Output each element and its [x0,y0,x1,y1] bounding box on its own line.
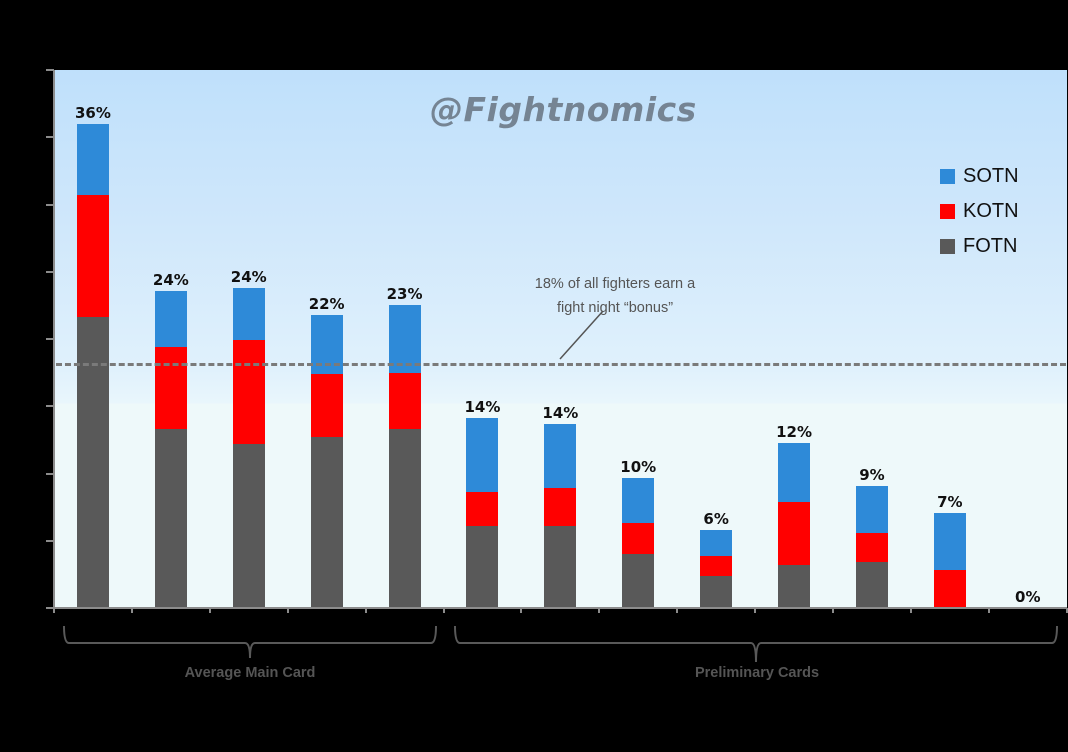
x-tick [754,608,757,613]
bar-segment-fotn [855,562,888,608]
bar-total-label: 14% [464,398,501,417]
bar-segment-fotn [700,575,733,608]
x-tick [364,608,367,613]
y-axis [53,70,55,609]
reference-line-18pct [56,363,1066,366]
bar-segment-fotn [622,554,655,608]
y-tick [46,203,54,206]
group-label-prelim-cards: Preliminary Cards [694,665,820,681]
y-tick [46,338,54,340]
bar-total-label: 23% [386,285,423,304]
x-tick [676,608,679,613]
y-tick [46,405,54,408]
x-tick [832,608,834,613]
bar-segment-kotn [855,532,888,563]
bar-segment-kotn [933,570,966,608]
y-tick [46,136,54,139]
bar-segment-fotn [388,429,421,608]
bar-segment-kotn [466,492,499,526]
bar-segment-sotn [76,123,109,196]
group-label-main-card: Average Main Card [184,665,316,681]
x-tick [53,608,55,613]
bar-segment-fotn [544,525,577,608]
annotation-line-2: fight night “bonus” [556,300,674,316]
annotation-line-1: 18% of all fighters earn a [534,276,696,292]
x-tick [130,608,133,613]
bar-segment-kotn [544,488,577,526]
y-tick [46,69,54,71]
bar-total-label: 22% [308,294,345,313]
bar-segment-kotn [622,523,655,555]
y-tick [46,472,54,475]
x-tick [442,608,445,613]
bar-total-label: 0% [1015,588,1041,606]
bar-segment-sotn [232,287,265,341]
bar-segment-fotn [466,525,499,608]
bar-segment-kotn [154,347,187,430]
bar-total-label: 10% [620,457,657,476]
bracket-prelim-cards [454,625,1058,663]
bar-total-label: 6% [703,509,729,528]
bar-segment-sotn [544,423,577,489]
bar-segment-fotn [154,429,187,608]
bar-segment-fotn [310,437,343,608]
bar-total-label: 12% [776,422,812,441]
watermark: @Fightnomics [430,90,697,129]
x-tick [987,608,990,613]
bar-total-label: 24% [152,270,189,289]
bar-segment-sotn [933,512,966,571]
bar-segment-sotn [855,485,888,533]
bar-segment-kotn [778,501,811,565]
x-tick [208,608,211,613]
bar-segment-kotn [700,555,733,576]
bar-segment-sotn [388,305,421,373]
reference-annotation: 18% of all fighters earn a fight night “… [470,272,760,320]
kotn-swatch-icon [940,204,955,219]
bar-segment-kotn [388,372,421,430]
x-tick [1065,608,1068,613]
bar-total-label: 24% [230,267,267,286]
bar-segment-kotn [232,340,265,444]
bar-segment-fotn [778,564,811,608]
bar-total-label: 9% [859,465,885,484]
fotn-swatch-icon [940,239,955,254]
y-tick [46,607,54,609]
y-tick [46,539,54,542]
bar-segment-kotn [310,373,343,438]
x-tick [286,608,289,613]
bar-segment-sotn [700,529,733,556]
legend-item-kotn: KOTN [940,200,1019,223]
bar-segment-sotn [154,290,187,348]
sotn-swatch-icon [940,169,955,184]
bar-segment-sotn [622,477,655,524]
bar-segment-kotn [76,195,109,318]
y-tick [46,270,54,273]
bar-total-label: 14% [542,403,579,422]
bar-total-label: 7% [937,492,963,511]
x-axis [53,607,1067,609]
bar-segment-fotn [232,443,265,608]
x-tick [909,608,912,613]
bar-segment-sotn [466,418,499,493]
x-tick [520,608,523,613]
bar-segment-sotn [778,442,811,502]
bracket-main-card [63,625,437,659]
legend-item-sotn: SOTN [940,165,1019,188]
bar-total-label: 36% [74,103,111,122]
legend-item-fotn: FOTN [940,235,1017,258]
x-tick [598,608,601,613]
